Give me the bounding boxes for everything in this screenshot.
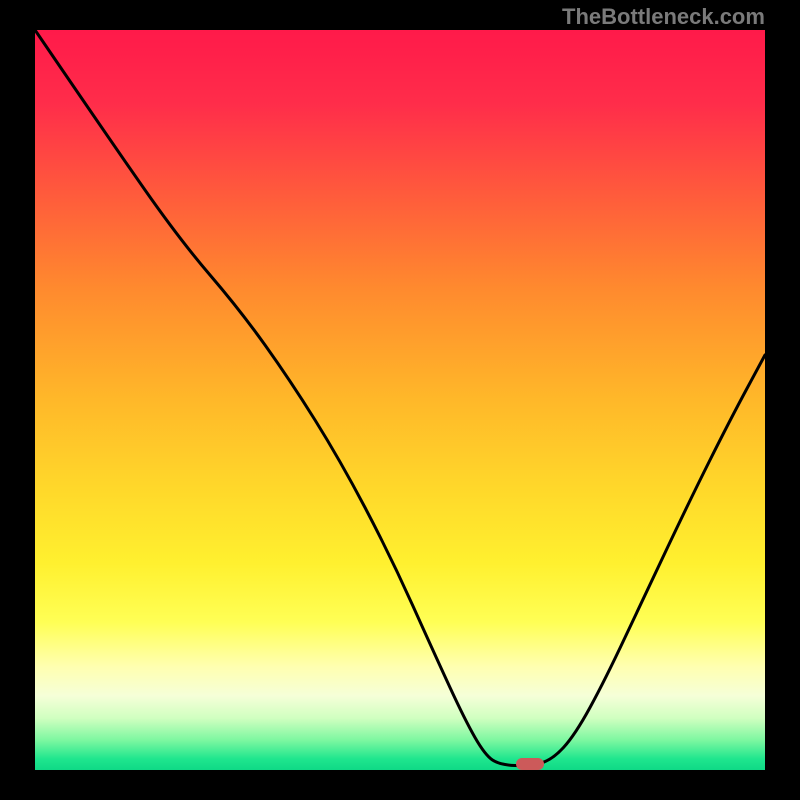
watermark-text: TheBottleneck.com (562, 4, 765, 30)
plot-area (35, 30, 765, 770)
chart-container: TheBottleneck.com (0, 0, 800, 800)
